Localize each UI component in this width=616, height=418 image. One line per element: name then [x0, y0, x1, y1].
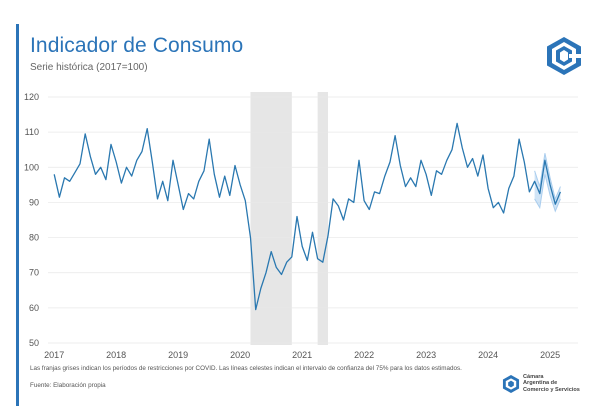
y-tick-label: 110	[25, 127, 39, 137]
chart-title: Indicador de Consumo	[30, 34, 244, 57]
brand-line: Cámara	[523, 374, 544, 380]
brand-line: Argentina de	[523, 380, 558, 387]
accent-bar	[16, 24, 19, 406]
chart-frame	[8, 8, 606, 408]
x-tick-label: 2020	[230, 350, 250, 360]
y-tick-label: 70	[29, 268, 39, 278]
covid-shade	[317, 92, 328, 345]
x-tick-label: 2017	[44, 350, 64, 360]
x-tick-label: 2024	[478, 350, 498, 360]
y-tick-label: 80	[29, 233, 39, 243]
cac-logo-icon	[547, 37, 582, 75]
brand-block: Cámara Argentina de Comercio y Servicios	[502, 373, 602, 399]
x-tick-label: 2018	[106, 350, 126, 360]
y-tick-label: 90	[29, 197, 39, 207]
chart-subtitle: Serie histórica (2017=100)	[30, 62, 148, 73]
brand-line: Comercio y Servicios	[523, 386, 580, 393]
x-tick-label: 2025	[540, 350, 560, 360]
y-tick-label: 100	[24, 162, 39, 172]
y-tick-label: 120	[24, 92, 39, 102]
chart-note: Las franjas grises indican los períodos …	[30, 365, 462, 372]
chart-source: Fuente: Elaboración propia	[30, 382, 106, 389]
y-tick-label: 60	[29, 303, 39, 313]
series-line	[53, 122, 562, 311]
x-tick-label: 2021	[292, 350, 312, 360]
x-tick-label: 2022	[354, 350, 374, 360]
confidence-upper	[534, 153, 561, 201]
confidence-lower	[534, 174, 561, 213]
y-tick-label: 50	[29, 338, 39, 348]
x-tick-label: 2023	[416, 350, 436, 360]
x-tick-label: 2019	[168, 350, 188, 360]
cac-brand-icon	[502, 375, 520, 393]
